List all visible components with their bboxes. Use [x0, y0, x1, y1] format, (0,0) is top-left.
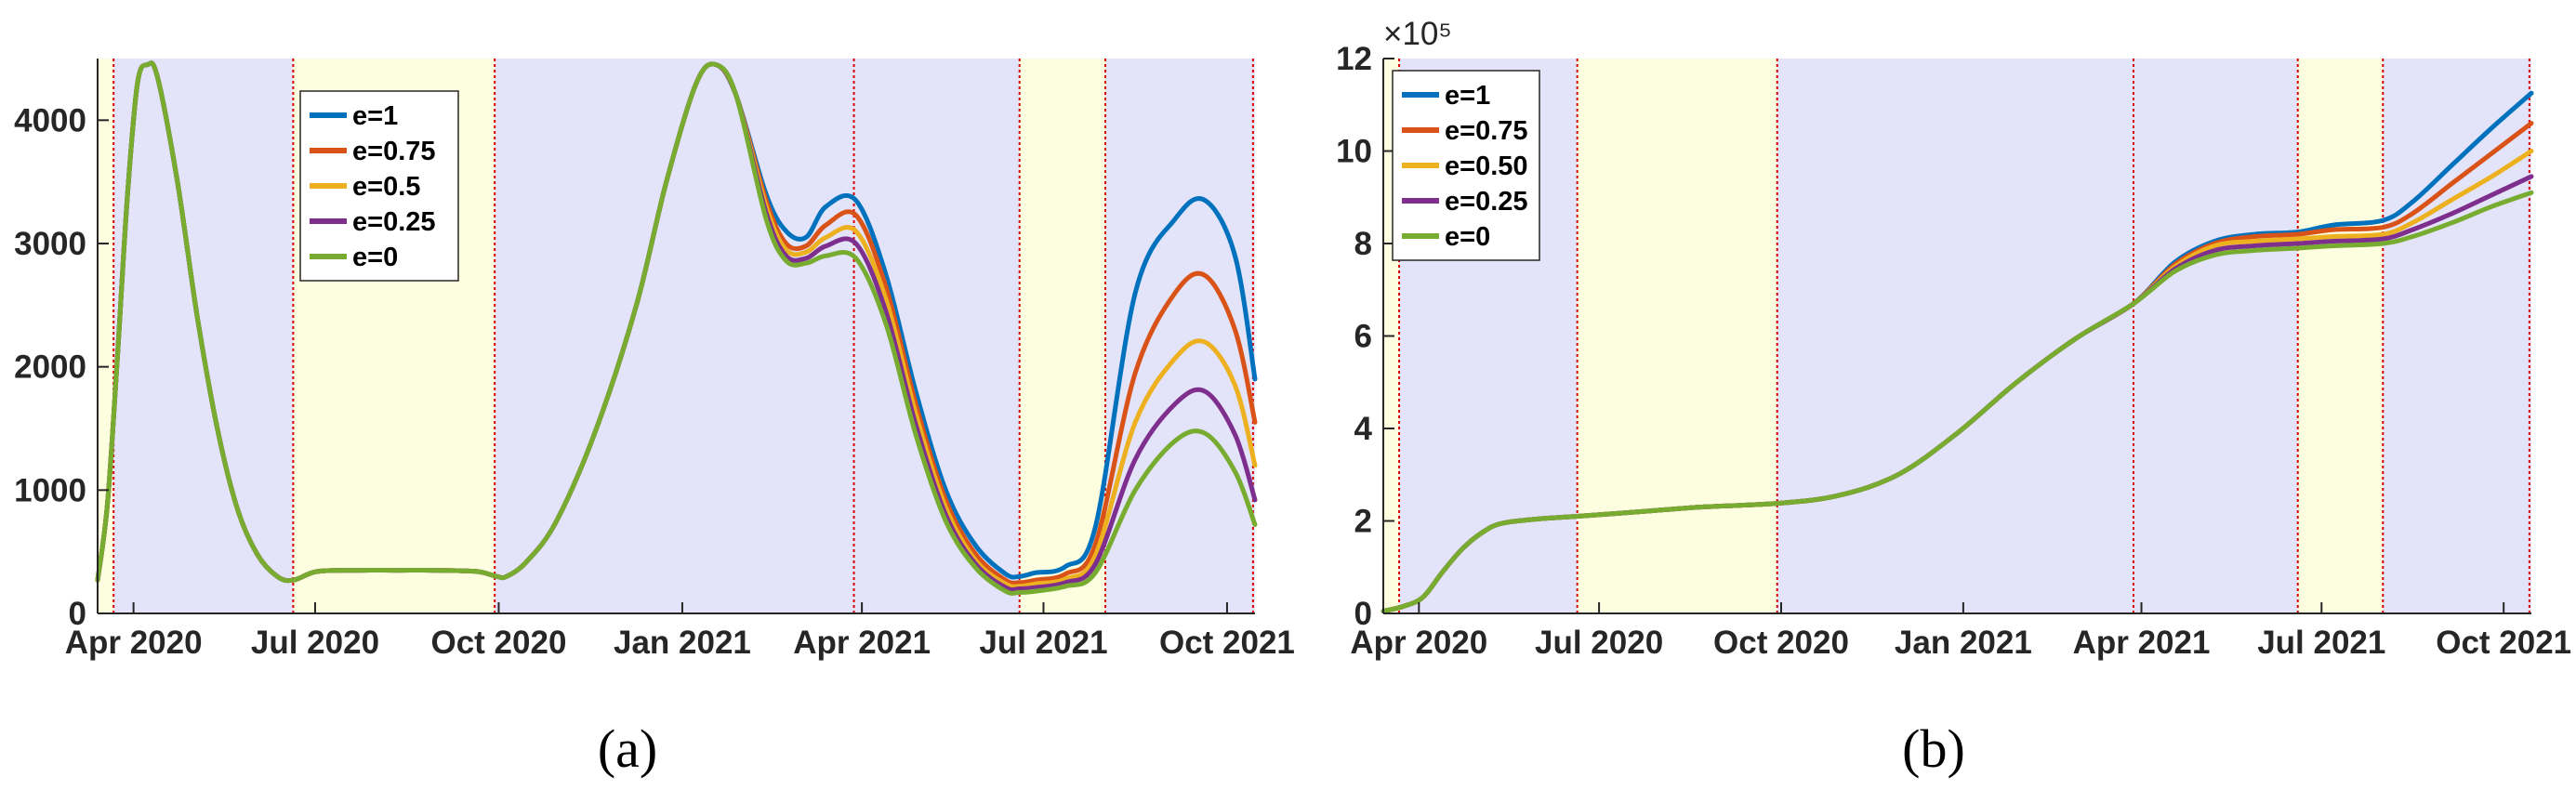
y-tick-label: 10	[1336, 134, 1372, 170]
legend-label: e=0.25	[1445, 187, 1528, 217]
panel-caption: (a)	[598, 718, 657, 779]
y-tick-label: 6	[1354, 319, 1372, 355]
shaded-region-lockdown	[1105, 59, 1255, 613]
panel-a: 0 1000 2000 3000 4000 Apr 2020 Jul 2020 Oct 202…	[14, 59, 1295, 779]
x-tick-label: Jan 2021	[614, 625, 751, 661]
x-tick-label: Jul 2020	[1535, 625, 1663, 661]
x-tick-label: Apr 2020	[65, 625, 203, 661]
legend-label: e=0.75	[352, 137, 436, 166]
x-tick-label: Oct 2021	[1159, 625, 1295, 661]
legend-label: e=0.25	[352, 207, 436, 237]
y-tick-label: 4000	[14, 102, 86, 138]
panel-caption: (b)	[1902, 718, 1965, 779]
x-tick-label: Jan 2021	[1895, 625, 2032, 661]
x-tick-label: Apr 2021	[793, 625, 931, 661]
y-tick-label: 2	[1354, 504, 1372, 540]
shaded-region-open	[1019, 59, 1106, 613]
shaded-region-lockdown	[2133, 59, 2298, 613]
legend-label: e=0.50	[1445, 151, 1528, 181]
series-line-e=0	[1380, 190, 2534, 613]
shaded-region-lockdown	[2383, 59, 2531, 613]
x-tick-label: Jul 2021	[2257, 625, 2385, 661]
shaded-region-lockdown	[113, 59, 294, 613]
y-tick-label: 2000	[14, 349, 86, 386]
legend-label: e=1	[352, 101, 398, 131]
x-tick-label: Oct 2021	[2436, 625, 2571, 661]
shaded-region-lockdown	[495, 59, 854, 613]
shaded-region-open	[1577, 59, 1777, 613]
y-tick-label: 1000	[14, 472, 86, 508]
y-tick-label: 0	[1354, 596, 1372, 632]
y-axis-exponent: ×10⁵	[1383, 16, 1452, 52]
legend-label: e=0.75	[1445, 116, 1528, 146]
x-tick-label: Jul 2021	[979, 625, 1107, 661]
legend-label: e=0	[1445, 222, 1490, 252]
y-tick-label: 4	[1354, 411, 1373, 447]
shaded-region-lockdown	[1777, 59, 2134, 613]
x-tick-label: Apr 2020	[1350, 625, 1487, 661]
y-tick-label: 8	[1354, 226, 1372, 262]
panel-b: 0 2 4 6 8 10 12 Apr 2020 Jul 2020 Oct 2020 Jan 202…	[1336, 16, 2571, 779]
shaded-region-open	[2297, 59, 2384, 613]
legend-label: e=0	[352, 243, 398, 272]
shaded-region-lockdown	[853, 59, 1020, 613]
x-tick-label: Jul 2020	[251, 625, 379, 661]
series-line-e=0	[95, 60, 1258, 596]
x-tick-label: Oct 2020	[1713, 625, 1849, 661]
x-tick-label: Oct 2020	[430, 625, 566, 661]
y-tick-label: 12	[1336, 41, 1372, 77]
legend-label: e=1	[1445, 81, 1490, 111]
y-tick-label: 0	[69, 596, 86, 632]
legend-label: e=0.5	[352, 172, 420, 202]
y-tick-label: 3000	[14, 226, 86, 262]
x-tick-label: Apr 2021	[2073, 625, 2211, 661]
